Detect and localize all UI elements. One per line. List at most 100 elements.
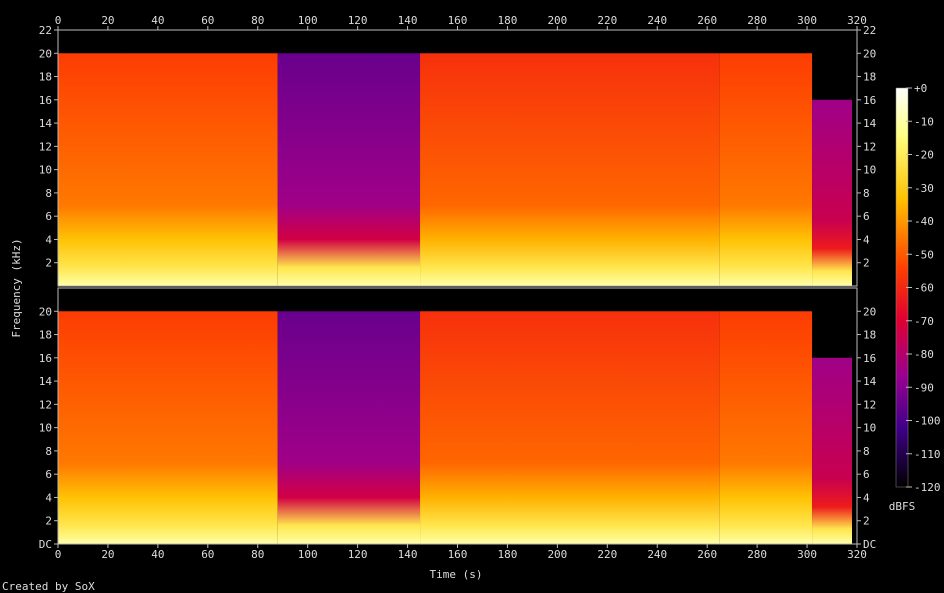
x-tick-label-top: 40: [151, 14, 164, 27]
channel-2-segment-4: [719, 311, 813, 544]
x-tick-label-bottom: 120: [348, 548, 368, 561]
y-tick-label-right: 12: [863, 140, 876, 153]
y-tick-label-left: 12: [39, 140, 52, 153]
channel-1-spectrogram: [58, 30, 857, 287]
x-tick-label-bottom: 220: [597, 548, 617, 561]
channel-1-segment-3: [420, 53, 720, 286]
colorbar-tick-label: -40: [914, 215, 934, 228]
colorbar-tick-label: -60: [914, 282, 934, 295]
y-tick-label-left: 14: [39, 375, 53, 388]
x-tick-label-top: 20: [101, 14, 114, 27]
channel-2-segment-5: [812, 357, 853, 544]
x-tick-label-top: 220: [597, 14, 617, 27]
y-tick-label-right: 18: [863, 329, 876, 342]
y-tick-label-left: 10: [39, 164, 52, 177]
x-tick-label-top: 280: [747, 14, 767, 27]
colorbar-tick-label: -120: [914, 481, 941, 494]
x-tick-label-bottom: 80: [251, 548, 264, 561]
x-tick-label-bottom: 40: [151, 548, 164, 561]
y-tick-label-left: 16: [39, 352, 52, 365]
channel-2-segment-3: [420, 311, 720, 544]
x-tick-label-bottom: 140: [398, 548, 418, 561]
x-tick-label-bottom: 180: [498, 548, 518, 561]
credit-text: Created by SoX: [2, 580, 95, 593]
y-tick-label-right: 8: [863, 445, 870, 458]
channel-1-segment-4: [719, 53, 813, 286]
channel-2-segment-2: [277, 311, 421, 544]
x-tick-label-top: 300: [797, 14, 817, 27]
x-tick-label-bottom: 160: [448, 548, 468, 561]
x-tick-label-top: 80: [251, 14, 264, 27]
y-tick-label-right: 18: [863, 71, 876, 84]
y-tick-label-left: 8: [45, 187, 52, 200]
y-axis-label: Frequency (kHz): [10, 238, 23, 337]
x-tick-label-top: 0: [55, 14, 62, 27]
x-tick-label-bottom: 20: [101, 548, 114, 561]
y-tick-label-right: 14: [863, 375, 877, 388]
y-tick-label-right: 10: [863, 422, 876, 435]
y-tick-label-left: 22: [39, 24, 52, 37]
colorbar-tick-label: +0: [914, 82, 927, 95]
channel-2-spectrogram: [58, 288, 857, 544]
y-tick-label-left: 12: [39, 398, 52, 411]
x-tick-label-top: 240: [647, 14, 667, 27]
y-tick-label-right: 2: [863, 257, 870, 270]
x-tick-label-bottom: 60: [201, 548, 214, 561]
colorbar-tick-label: -50: [914, 248, 934, 261]
channel-1-segment-5: [812, 99, 853, 287]
y-tick-label-left: 6: [45, 210, 52, 223]
y-tick-label-left: 2: [45, 515, 52, 528]
x-tick-label-bottom: 100: [298, 548, 318, 561]
y-tick-label-right: 20: [863, 305, 876, 318]
colorbar-tick-label: -70: [914, 315, 934, 328]
x-tick-label-bottom: 300: [797, 548, 817, 561]
y-tick-label-left: 2: [45, 257, 52, 270]
x-tick-label-bottom: 260: [697, 548, 717, 561]
x-axis-label: Time (s): [430, 568, 483, 581]
colorbar-tick-label: -110: [914, 448, 941, 461]
y-tick-label-right: 22: [863, 24, 876, 37]
y-tick-label-right: 2: [863, 515, 870, 528]
y-tick-label-left: 18: [39, 71, 52, 84]
y-tick-label-right: 16: [863, 352, 876, 365]
y-tick-label-left: 20: [39, 47, 52, 60]
x-tick-label-top: 100: [298, 14, 318, 27]
y-tick-label-left: 4: [45, 491, 52, 504]
y-tick-label-left: 14: [39, 117, 53, 130]
colorbar-tick-label: -80: [914, 348, 934, 361]
y-tick-label-right: 6: [863, 468, 870, 481]
y-tick-label-right: 8: [863, 187, 870, 200]
y-tick-label-right: 6: [863, 210, 870, 223]
channel-1-segment-1: [58, 53, 278, 286]
channel-2-segment-1: [58, 311, 278, 544]
y-tick-label-left: 10: [39, 422, 52, 435]
y-tick-label-left: 18: [39, 329, 52, 342]
x-tick-label-bottom: 200: [547, 548, 567, 561]
x-tick-label-bottom: 320: [847, 548, 867, 561]
y-tick-label-right: 16: [863, 94, 876, 107]
x-tick-label-bottom: 0: [55, 548, 62, 561]
colorbar-tick-label: -90: [914, 381, 934, 394]
channel-1-segment-2: [277, 53, 421, 286]
x-tick-label-top: 260: [697, 14, 717, 27]
y-tick-label-left: 20: [39, 305, 52, 318]
colorbar-tick-label: -10: [914, 115, 934, 128]
x-tick-label-bottom: 240: [647, 548, 667, 561]
y-tick-label-right: 4: [863, 491, 870, 504]
y-tick-label-left: 4: [45, 233, 52, 246]
y-tick-label-right: DC: [863, 538, 876, 551]
colorbar-label: dBFS: [889, 500, 916, 513]
y-tick-label-right: 10: [863, 164, 876, 177]
x-tick-label-top: 60: [201, 14, 214, 27]
y-tick-label-right: 20: [863, 47, 876, 60]
colorbar: +0 -10 -20 -30 -40 -50 -60 -70 -80 -90 -100 -110 -12…: [889, 82, 941, 513]
y-tick-label-right: 4: [863, 233, 870, 246]
x-tick-label-top: 120: [348, 14, 368, 27]
colorbar-tick-label: -20: [914, 149, 934, 162]
x-tick-label-top: 160: [448, 14, 468, 27]
x-tick-label-top: 200: [547, 14, 567, 27]
y-tick-label-left: 16: [39, 94, 52, 107]
colorbar-tick-label: -100: [914, 415, 941, 428]
x-tick-label-top: 140: [398, 14, 418, 27]
